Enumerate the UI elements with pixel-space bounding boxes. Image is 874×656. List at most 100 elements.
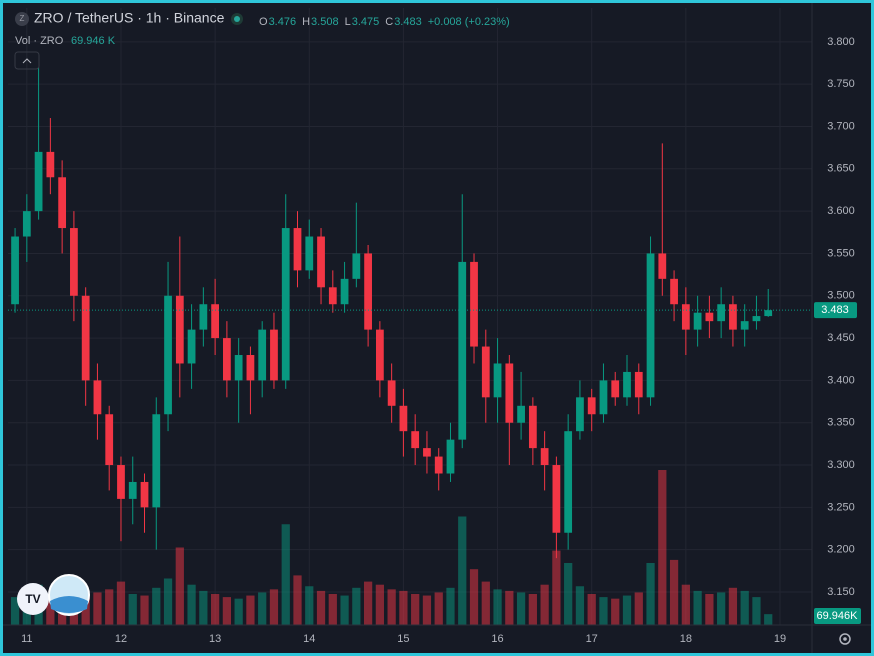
candle-body [328,287,337,305]
candle-body [399,405,408,432]
candle-body [705,312,714,322]
volume-bar [469,569,479,625]
volume-bar [116,581,126,625]
volume-bar [246,595,255,625]
volume-value: 69.946 K [71,35,116,47]
candle-body [34,151,43,212]
volume-bar [140,595,149,625]
x-tick-label: 12 [115,633,127,645]
legend-value: 3.483 [394,16,422,28]
tv-logo-bg [17,583,49,615]
y-tick-label: 3.750 [827,78,855,90]
volume-bar [328,594,337,625]
volume-bar [528,594,537,625]
y-tick-label: 3.800 [827,36,855,48]
candle-body [540,448,549,466]
symbol-logo [15,12,29,26]
candle-body [11,236,19,305]
volume-bar [634,592,643,625]
candle-body [211,304,220,339]
last-price-label: 3.483 [821,304,849,316]
settings-icon[interactable] [839,633,851,645]
candle-body [152,414,161,508]
candle-body [446,439,455,474]
candle-body [317,236,325,288]
candle-body [423,448,431,457]
chart: 3.150 3.200 3.250 3.300 3.350 3.400 3.450 3.500… [3,3,871,653]
volume-bar [399,590,408,625]
candle-body [658,253,667,279]
candle-body [670,278,678,305]
candle-body [611,380,620,398]
collapse-button[interactable] [14,51,40,70]
volume-bar [375,584,384,625]
volume-bar [740,590,749,625]
y-tick-label: 3.650 [827,163,855,175]
candle-body [693,312,702,330]
volume-bar [93,592,102,625]
y-tick-label: 3.150 [827,586,855,598]
candle-body [187,329,196,364]
candle-body [58,177,67,229]
volume-bar [163,578,173,625]
volume-bar [764,614,773,625]
candle-body [634,371,643,398]
chart-title: ZRO / TetherUS · 1h · Binance [34,10,225,26]
volume-bar [411,594,420,625]
tv-logo: TV [25,592,40,606]
candle-body [375,329,384,381]
candle-body [234,355,243,381]
y-tick-label: 3.250 [827,501,855,513]
x-tick-label: 16 [491,633,503,645]
volume-bar [81,595,90,625]
volume-bar [658,470,667,625]
candle-body [270,329,278,381]
candle-body [434,456,443,474]
volume-bar [681,584,690,625]
y-tick-label: 3.400 [827,374,855,386]
grid [8,8,812,625]
volume-bar [717,592,726,625]
x-tick-label: 17 [586,633,598,645]
volume-bar [516,592,526,625]
volume-bar [352,587,361,625]
candle-body [411,431,420,449]
legend-value: 3.508 [311,16,339,28]
volume-bar [46,594,55,625]
volume-bar [646,563,655,625]
candle-body [528,405,537,449]
volume-bar [611,598,620,625]
volume-bar [493,589,502,625]
x-tick-label: 11 [21,633,32,645]
candle-body [493,363,502,398]
volume-bar [199,590,208,625]
candle-body [258,329,267,381]
volume-bar [105,589,114,625]
candle-body [175,295,184,364]
candle-body [576,397,584,432]
x-tick-label: 13 [209,633,221,645]
volume-bar [10,597,20,625]
candle-body [199,304,208,330]
candle-body [364,253,372,330]
avatar-wave [50,596,88,613]
candle-body [552,465,561,533]
volume-bar [387,589,396,625]
volume-bar [705,594,714,625]
candle-body [764,310,773,317]
candle-body [729,304,737,330]
x-tick-label: 15 [397,633,409,645]
candle-body [646,253,655,398]
candle-body [681,304,690,330]
legend-value: 3.476 [269,16,297,28]
volume-bar [434,592,443,625]
y-tick-label: 3.550 [827,247,855,259]
candle-body [752,316,761,322]
volume-bar [152,587,161,625]
volume-title: Vol · ZRO [15,35,64,47]
volume-bar [564,563,573,625]
candle-body [70,228,78,296]
axes: 3.150 3.200 3.250 3.300 3.350 3.400 3.450 3.500… [8,36,861,645]
volume-bar [552,550,561,625]
